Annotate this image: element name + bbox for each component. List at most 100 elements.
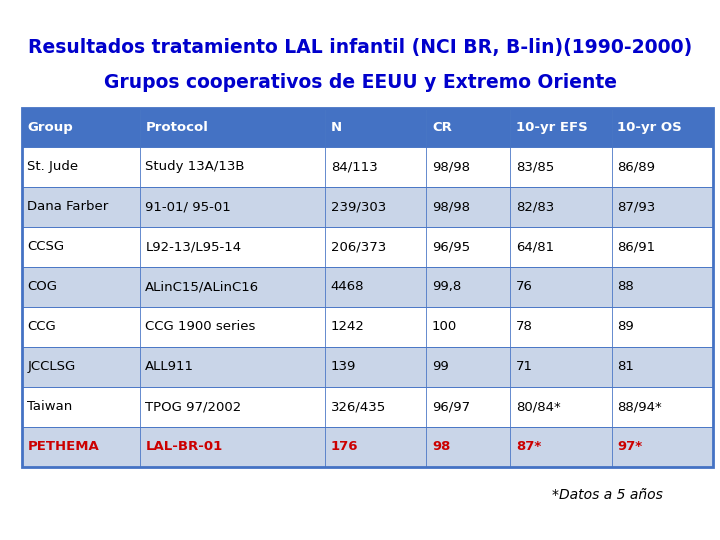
Bar bbox=[510, 227, 612, 267]
Text: 326/435: 326/435 bbox=[330, 400, 386, 413]
Bar bbox=[612, 387, 713, 427]
Bar bbox=[510, 267, 612, 307]
Text: L92-13/L95-14: L92-13/L95-14 bbox=[145, 240, 241, 253]
Bar bbox=[510, 427, 612, 467]
Text: 87/93: 87/93 bbox=[618, 200, 656, 213]
Bar bbox=[426, 427, 510, 467]
Text: 100: 100 bbox=[432, 320, 457, 333]
Bar bbox=[22, 227, 140, 267]
Text: Dana Farber: Dana Farber bbox=[27, 200, 109, 213]
Text: 99: 99 bbox=[432, 360, 449, 373]
Bar bbox=[426, 347, 510, 387]
Bar bbox=[22, 187, 140, 227]
Bar bbox=[325, 347, 426, 387]
Bar bbox=[426, 387, 510, 427]
Bar bbox=[426, 307, 510, 347]
Bar bbox=[426, 187, 510, 227]
Text: St. Jude: St. Jude bbox=[27, 160, 78, 173]
Bar bbox=[140, 187, 325, 227]
Bar bbox=[325, 187, 426, 227]
Text: 76: 76 bbox=[516, 280, 533, 293]
Text: 80/84*: 80/84* bbox=[516, 400, 561, 413]
Text: Resultados tratamiento LAL infantil (NCI BR, B-lin)(1990-2000): Resultados tratamiento LAL infantil (NCI… bbox=[28, 38, 692, 57]
Text: 98/98: 98/98 bbox=[432, 160, 470, 173]
Text: 91-01/ 95-01: 91-01/ 95-01 bbox=[145, 200, 231, 213]
Bar bbox=[325, 108, 426, 147]
Bar bbox=[510, 147, 612, 187]
Bar bbox=[612, 227, 713, 267]
Bar bbox=[22, 387, 140, 427]
Bar bbox=[612, 267, 713, 307]
Text: 96/95: 96/95 bbox=[432, 240, 470, 253]
Bar bbox=[426, 147, 510, 187]
Bar bbox=[22, 347, 140, 387]
Text: CCG: CCG bbox=[27, 320, 56, 333]
Text: COG: COG bbox=[27, 280, 58, 293]
Text: 82/83: 82/83 bbox=[516, 200, 554, 213]
Bar bbox=[140, 427, 325, 467]
Text: LAL-BR-01: LAL-BR-01 bbox=[145, 440, 222, 453]
Text: 10-yr EFS: 10-yr EFS bbox=[516, 121, 588, 134]
Text: *Datos a 5 años: *Datos a 5 años bbox=[552, 488, 662, 502]
Bar bbox=[325, 227, 426, 267]
Text: 88/94*: 88/94* bbox=[618, 400, 662, 413]
Text: 86/89: 86/89 bbox=[618, 160, 655, 173]
Text: 87*: 87* bbox=[516, 440, 541, 453]
Text: 176: 176 bbox=[330, 440, 359, 453]
Text: Taiwan: Taiwan bbox=[27, 400, 73, 413]
Bar bbox=[140, 108, 325, 147]
Bar bbox=[22, 307, 140, 347]
Text: 139: 139 bbox=[330, 360, 356, 373]
Text: 239/303: 239/303 bbox=[330, 200, 386, 213]
Bar bbox=[325, 387, 426, 427]
Text: 71: 71 bbox=[516, 360, 534, 373]
Bar bbox=[140, 307, 325, 347]
Text: 206/373: 206/373 bbox=[330, 240, 386, 253]
Bar bbox=[325, 147, 426, 187]
Text: 4468: 4468 bbox=[330, 280, 364, 293]
Bar bbox=[612, 147, 713, 187]
Text: ALL911: ALL911 bbox=[145, 360, 194, 373]
Bar bbox=[325, 427, 426, 467]
Bar bbox=[510, 108, 612, 147]
Text: Protocol: Protocol bbox=[145, 121, 208, 134]
Text: CR: CR bbox=[432, 121, 452, 134]
Bar bbox=[426, 227, 510, 267]
Bar bbox=[140, 147, 325, 187]
Bar bbox=[22, 108, 140, 147]
Bar bbox=[22, 147, 140, 187]
Text: 84/113: 84/113 bbox=[330, 160, 377, 173]
Bar bbox=[510, 387, 612, 427]
Bar bbox=[325, 267, 426, 307]
Text: 86/91: 86/91 bbox=[618, 240, 655, 253]
Text: 98: 98 bbox=[432, 440, 450, 453]
Bar bbox=[140, 347, 325, 387]
Text: 83/85: 83/85 bbox=[516, 160, 554, 173]
Text: ALinC15/ALinC16: ALinC15/ALinC16 bbox=[145, 280, 259, 293]
Text: 1242: 1242 bbox=[330, 320, 365, 333]
Text: 78: 78 bbox=[516, 320, 533, 333]
Bar bbox=[612, 307, 713, 347]
Bar bbox=[426, 267, 510, 307]
Text: PETHEMA: PETHEMA bbox=[27, 440, 99, 453]
Bar bbox=[612, 427, 713, 467]
Text: 88: 88 bbox=[618, 280, 634, 293]
Text: 96/97: 96/97 bbox=[432, 400, 470, 413]
Bar bbox=[612, 108, 713, 147]
Text: 64/81: 64/81 bbox=[516, 240, 554, 253]
Text: N: N bbox=[330, 121, 342, 134]
Bar bbox=[140, 227, 325, 267]
Text: 98/98: 98/98 bbox=[432, 200, 470, 213]
Text: 89: 89 bbox=[618, 320, 634, 333]
Bar bbox=[510, 307, 612, 347]
Bar bbox=[426, 108, 510, 147]
Bar bbox=[510, 347, 612, 387]
Text: 99,8: 99,8 bbox=[432, 280, 462, 293]
Bar bbox=[325, 307, 426, 347]
Bar bbox=[612, 187, 713, 227]
Text: 10-yr OS: 10-yr OS bbox=[618, 121, 682, 134]
Text: JCCLSG: JCCLSG bbox=[27, 360, 76, 373]
Text: CCSG: CCSG bbox=[27, 240, 65, 253]
Bar bbox=[612, 347, 713, 387]
Text: Grupos cooperativos de EEUU y Extremo Oriente: Grupos cooperativos de EEUU y Extremo Or… bbox=[104, 73, 616, 92]
